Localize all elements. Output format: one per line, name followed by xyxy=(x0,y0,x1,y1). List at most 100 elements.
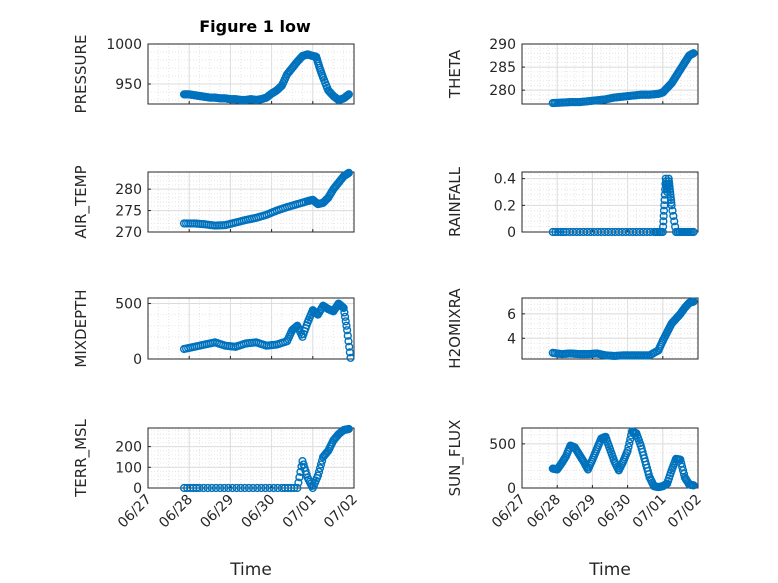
data-point-interp xyxy=(556,227,565,237)
data-point-interp xyxy=(345,348,354,357)
y-axis-label: THETA xyxy=(446,49,464,99)
subplot-terr-msl: 0 100 200 06/27 06/28 06/29 06/30 07/01 07/02 TER… xyxy=(72,418,361,580)
x-axis-label: Time xyxy=(588,560,631,580)
subplot-h2omixra: 4 6 H2OMIXRA xyxy=(446,288,699,369)
subplot-air-temp: 270 275 280 AIR_TEMP xyxy=(72,165,355,241)
x-axis-label: Time xyxy=(229,560,272,580)
data-point-interp xyxy=(345,342,354,351)
subplot-pressure: 950 1000 PRESSURE xyxy=(72,35,355,114)
data-point-interp xyxy=(344,337,353,346)
data-point-interp xyxy=(659,211,668,221)
x-tick-label: 06/27 xyxy=(489,492,529,532)
data-point xyxy=(344,424,353,434)
data-point xyxy=(313,471,323,480)
y-tick-label: 285 xyxy=(489,60,516,76)
y-tick-label: 280 xyxy=(489,83,516,99)
axes-box xyxy=(147,297,355,360)
data-point-interp xyxy=(220,483,229,493)
data-point-interp xyxy=(265,483,274,493)
data-point xyxy=(689,481,698,490)
data-point-interp xyxy=(261,483,270,493)
data-point-interp xyxy=(625,439,634,448)
y-tick-label: 280 xyxy=(115,182,142,198)
data-point xyxy=(689,227,698,237)
data-point xyxy=(623,446,632,456)
data-point xyxy=(293,483,302,493)
data-point xyxy=(195,483,204,493)
y-tick-label: 290 xyxy=(489,37,516,53)
y-tick-label: 4 xyxy=(507,331,516,347)
x-tick-label: 06/30 xyxy=(239,492,279,532)
data-point xyxy=(689,49,698,58)
data-point-interp xyxy=(343,331,352,340)
data-point-interp xyxy=(228,483,237,493)
y-tick-label: 275 xyxy=(115,204,142,220)
subplot-grid: 950 1000 PRESSURE 280 285 290 THETA 270 275 280 AI… xyxy=(72,35,705,580)
data-point-interp xyxy=(340,308,349,317)
y-tick-label: 6 xyxy=(507,307,516,323)
x-tick-label: 07/01 xyxy=(280,492,320,532)
x-tick-label: 06/27 xyxy=(115,492,155,532)
data-point-interp xyxy=(624,442,633,452)
data-point xyxy=(257,483,266,493)
y-axis-label: H2OMIXRA xyxy=(446,288,464,369)
y-tick-label: 0 xyxy=(133,352,142,368)
data-point-interp xyxy=(211,483,221,493)
y-axis-label: SUN_FLUX xyxy=(446,420,465,497)
data-point-interp xyxy=(199,483,208,493)
data-point xyxy=(658,227,667,237)
data-point-interp xyxy=(232,483,241,493)
data-point xyxy=(689,297,698,306)
x-tick-label: 06/30 xyxy=(595,492,635,532)
y-tick-label: 500 xyxy=(115,297,142,313)
data-point-interp xyxy=(295,473,304,482)
data-point-interp xyxy=(626,435,635,444)
x-tick-label: 06/29 xyxy=(559,492,599,532)
y-tick-label: 0.2 xyxy=(494,198,516,214)
x-tick-label: 06/28 xyxy=(524,492,564,532)
data-point-interp xyxy=(340,312,350,321)
data-point-interp xyxy=(253,483,262,493)
y-tick-label: 0 xyxy=(507,481,516,497)
data-point-interp xyxy=(659,206,669,215)
data-point-interp xyxy=(668,206,677,215)
y-tick-label: 950 xyxy=(115,77,142,93)
data-point-interp xyxy=(244,483,254,493)
data-point-interp xyxy=(341,317,350,326)
data-point-interp xyxy=(317,456,327,465)
data-point-interp xyxy=(248,483,258,493)
y-axis-label: AIR_TEMP xyxy=(72,165,91,238)
y-tick-label: 0 xyxy=(133,481,142,497)
y-tick-label: 200 xyxy=(115,440,142,456)
data-point xyxy=(216,483,225,493)
data-point xyxy=(548,227,557,237)
axes-box xyxy=(521,171,699,233)
y-tick-label: 270 xyxy=(115,225,142,241)
data-point xyxy=(346,353,355,362)
data-point-interp xyxy=(316,460,326,469)
data-point-interp xyxy=(269,483,278,493)
axes-box xyxy=(521,43,699,105)
data-point-interp xyxy=(551,227,560,237)
x-tick-label: 07/02 xyxy=(665,492,705,532)
axes-box xyxy=(147,171,355,233)
x-tick-label: 06/29 xyxy=(197,492,237,532)
figure-title: Figure 1 low xyxy=(199,17,311,36)
data-point xyxy=(344,168,353,177)
data-point-interp xyxy=(659,217,668,226)
data-point-interp xyxy=(224,483,233,493)
x-tick-label: 06/28 xyxy=(156,492,196,532)
data-point-interp xyxy=(315,464,325,473)
axes-box xyxy=(521,427,699,489)
y-tick-label: 1000 xyxy=(106,37,142,53)
y-axis-label: PRESSURE xyxy=(72,35,90,114)
data-point-interp xyxy=(338,302,347,312)
subplot-rainfall: 0 0.2 0.4 RAINFALL xyxy=(446,166,699,241)
data-point-interp xyxy=(203,483,212,493)
y-tick-label: 0.4 xyxy=(494,172,516,188)
axes-box xyxy=(147,427,355,489)
data-point-interp xyxy=(553,227,563,237)
data-point xyxy=(344,90,353,99)
